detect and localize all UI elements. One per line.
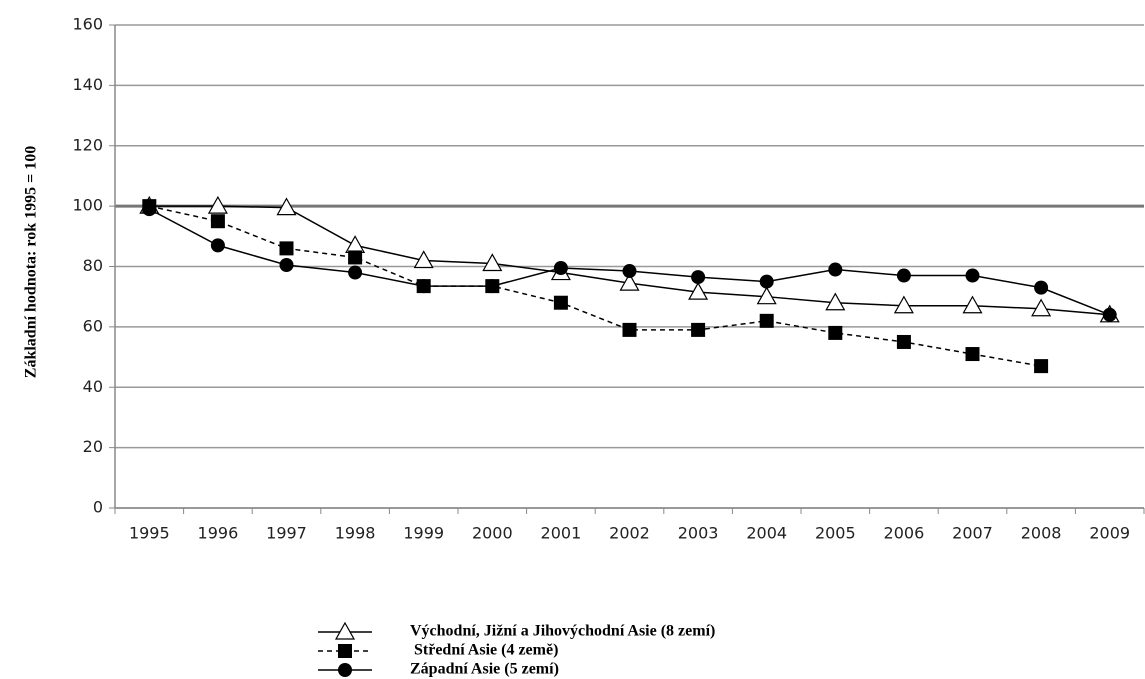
marker <box>334 621 356 640</box>
marker <box>828 262 843 277</box>
marker <box>142 202 157 217</box>
marker <box>482 253 503 272</box>
y-tick-label: 140 <box>72 75 103 94</box>
x-tick-label: 2000 <box>472 524 513 543</box>
marker <box>345 235 366 253</box>
marker <box>691 270 706 285</box>
marker <box>756 286 777 305</box>
marker <box>485 279 500 294</box>
y-tick-label: 120 <box>72 135 103 154</box>
marker <box>828 325 843 340</box>
x-tick-label: 2005 <box>815 524 856 543</box>
marker <box>691 322 706 337</box>
marker <box>279 257 294 272</box>
x-tick-label: 2002 <box>609 524 650 543</box>
marker <box>276 197 297 216</box>
x-tick-label: 1996 <box>198 524 239 543</box>
marker <box>825 292 846 311</box>
x-tick-label: 1995 <box>129 524 170 543</box>
marker <box>338 663 352 677</box>
marker <box>207 195 228 214</box>
marker <box>210 214 225 229</box>
series-line <box>149 205 1042 367</box>
marker <box>962 295 983 314</box>
marker <box>965 268 980 283</box>
marker <box>338 644 352 658</box>
marker <box>1102 307 1117 322</box>
marker <box>553 261 568 276</box>
marker <box>759 313 774 328</box>
legend-label: Východní, Jižní a Jihovýchodní Asie (8 z… <box>410 623 715 640</box>
y-tick-label: 0 <box>93 498 103 517</box>
y-tick-label: 40 <box>83 377 103 396</box>
legend-label: Střední Asie (4 země) <box>414 642 558 659</box>
marker <box>210 238 225 253</box>
marker <box>553 295 568 310</box>
x-tick-label: 2009 <box>1089 524 1130 543</box>
legend-label: Západní Asie (5 zemí) <box>410 661 559 678</box>
x-tick-label: 1998 <box>335 524 376 543</box>
series-line <box>149 205 1110 316</box>
y-tick-label: 100 <box>72 196 103 215</box>
y-tick-label: 80 <box>83 256 103 275</box>
series-line <box>148 208 1110 316</box>
marker <box>416 279 431 294</box>
y-tick-label: 20 <box>83 437 103 456</box>
x-tick-label: 2007 <box>952 524 993 543</box>
marker <box>688 281 709 300</box>
marker <box>279 241 294 256</box>
x-tick-label: 1999 <box>403 524 444 543</box>
y-tick-label: 60 <box>83 316 103 335</box>
marker <box>896 334 911 349</box>
x-tick-label: 2008 <box>1021 524 1062 543</box>
x-tick-label: 2004 <box>746 524 787 543</box>
x-tick-label: 2003 <box>678 524 719 543</box>
x-tick-label: 2006 <box>884 524 925 543</box>
y-tick-label: 160 <box>72 15 103 34</box>
x-tick-label: 2001 <box>541 524 582 543</box>
marker <box>893 295 914 314</box>
x-tick-label: 1997 <box>266 524 307 543</box>
marker <box>965 347 980 362</box>
marker <box>1031 298 1052 317</box>
marker <box>1034 359 1049 374</box>
marker <box>759 274 774 289</box>
marker <box>622 322 637 337</box>
marker <box>619 272 640 291</box>
marker <box>348 250 363 265</box>
y-axis-label: Základní hodnota: rok 1995 = 100 <box>23 146 40 378</box>
marker <box>1034 280 1049 295</box>
marker <box>896 268 911 283</box>
marker <box>413 250 434 269</box>
marker <box>622 264 637 279</box>
marker <box>348 265 363 280</box>
